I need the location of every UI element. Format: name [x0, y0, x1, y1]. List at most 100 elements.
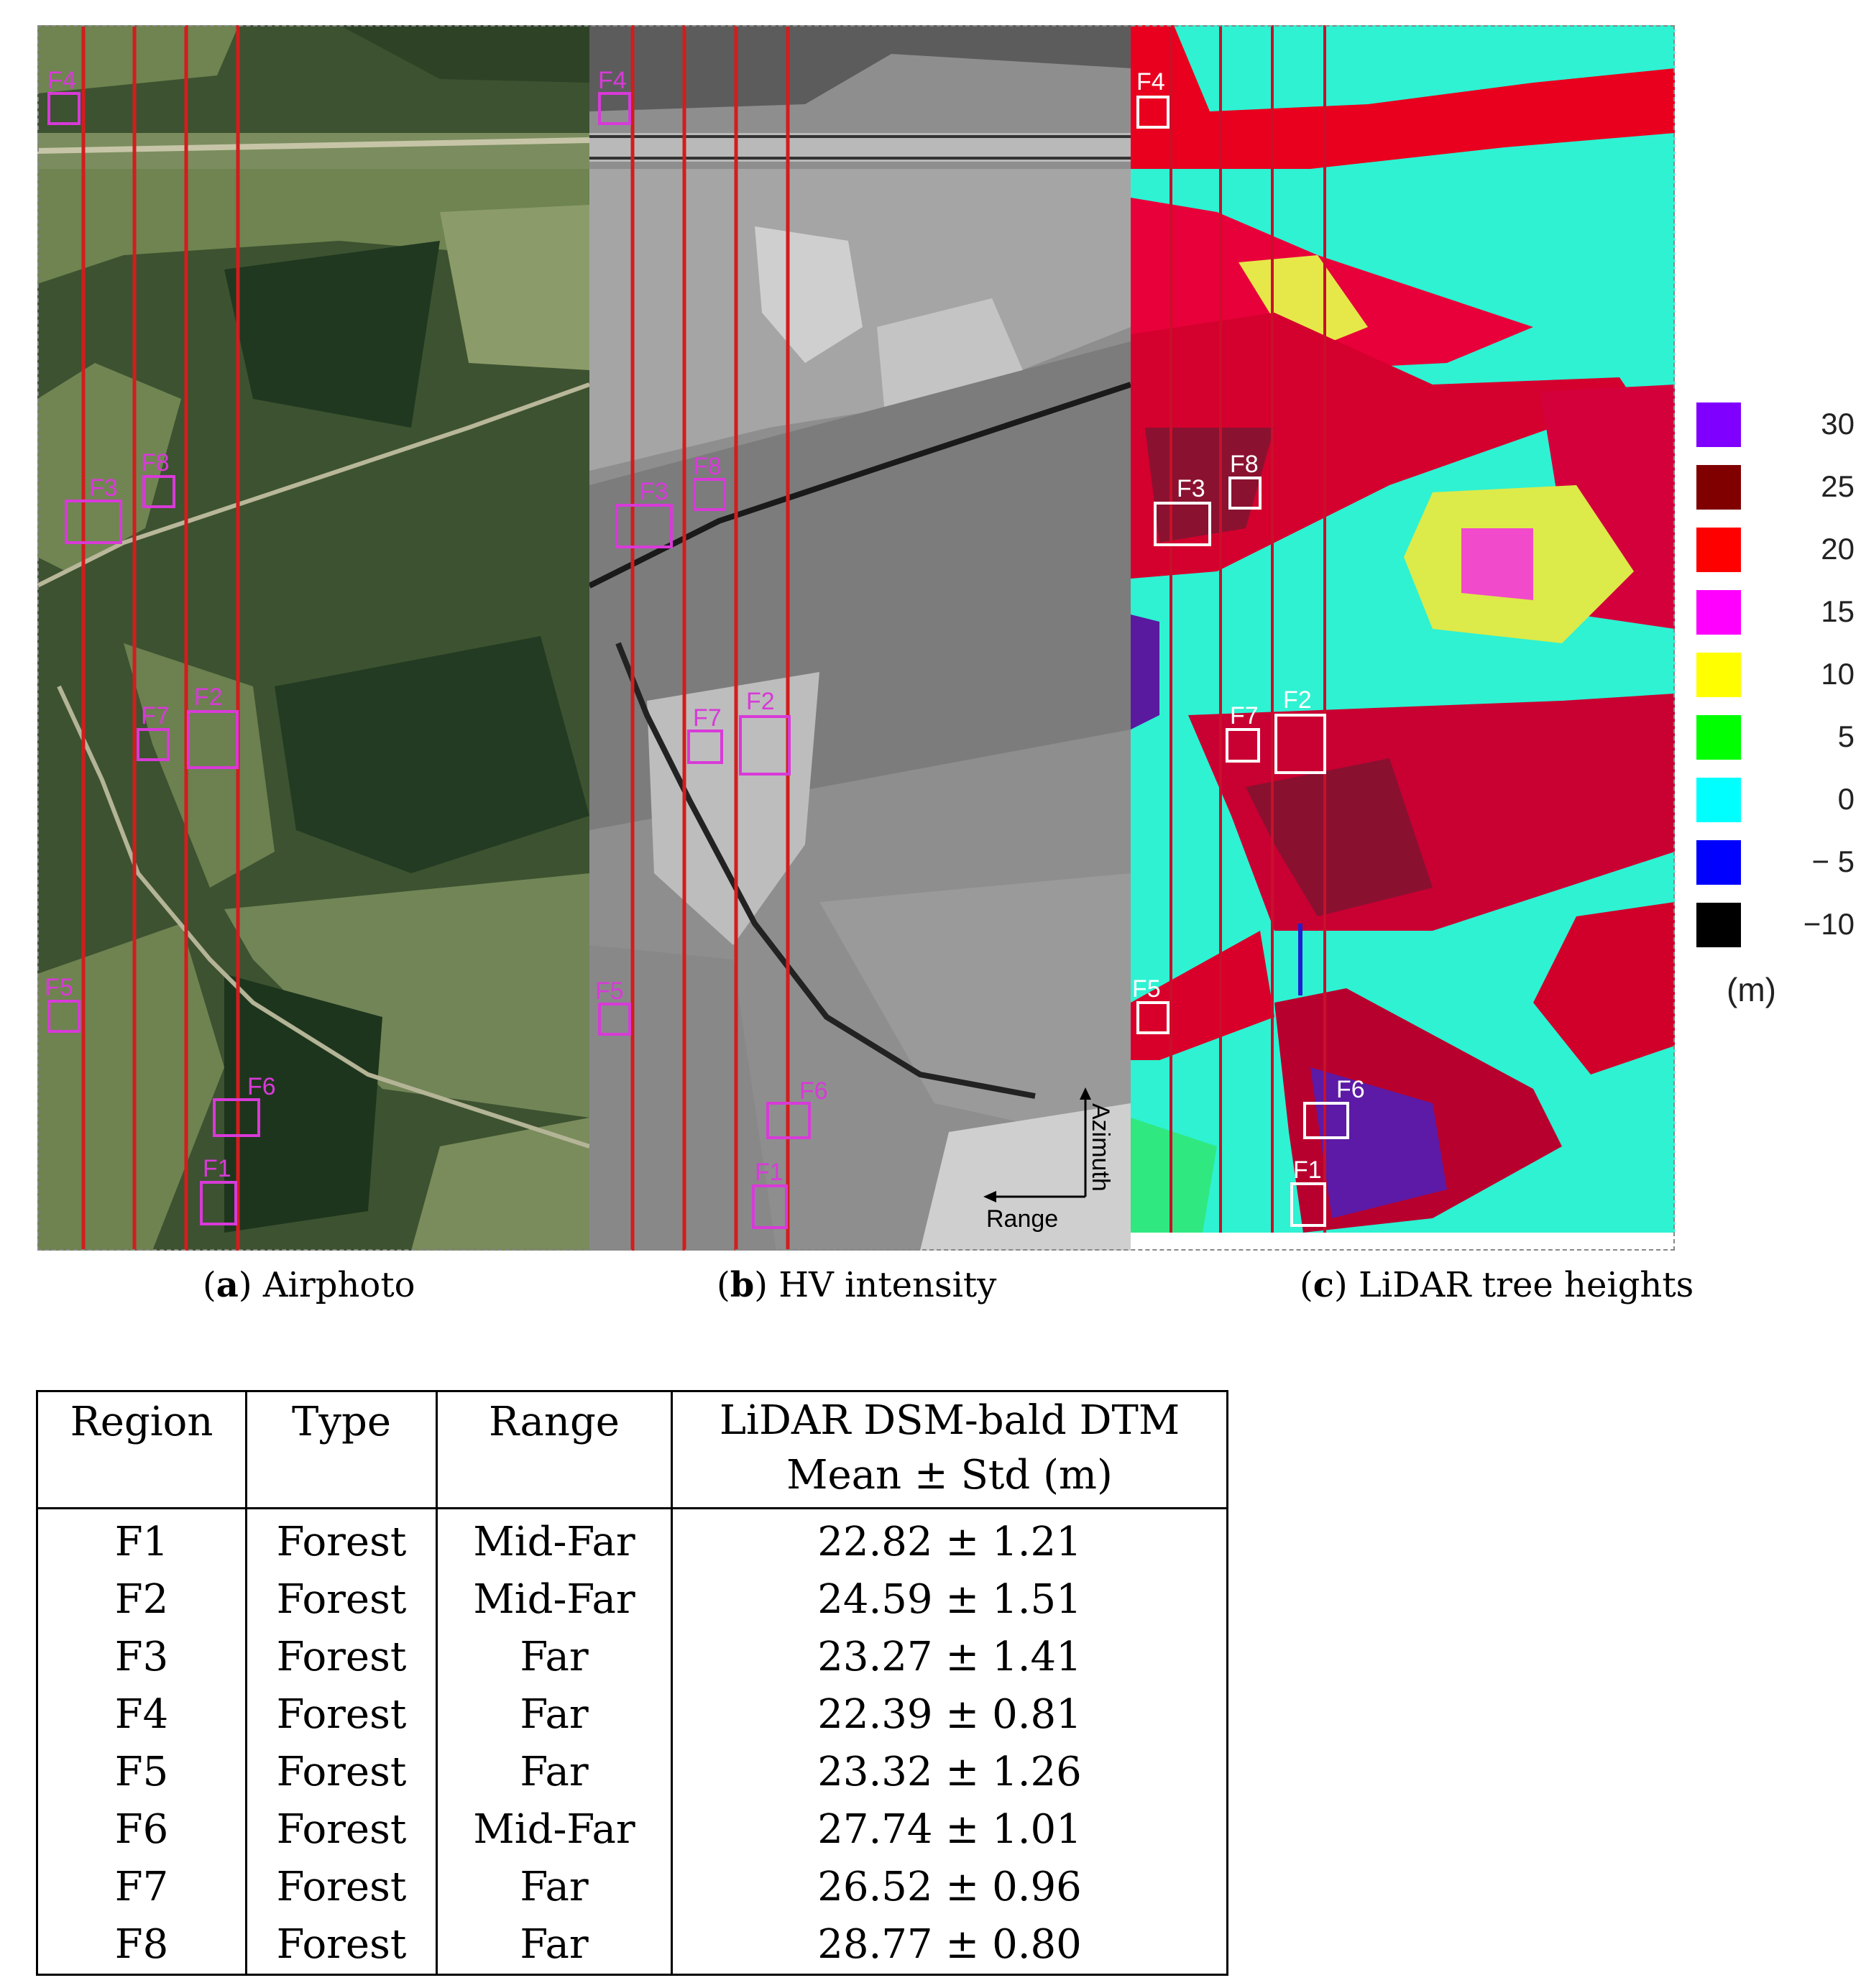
- table-row: F4 Forest Far 22.39 ± 0.81: [36, 1686, 1228, 1744]
- cell-range: Far: [436, 1629, 673, 1686]
- colorbar-swatch: [1696, 840, 1741, 885]
- roi-label: F1: [203, 1155, 231, 1182]
- colorbar-label: 10: [1821, 657, 1855, 691]
- roi-label: F1: [1293, 1156, 1322, 1184]
- caption-tag: a: [216, 1265, 239, 1305]
- table-row: F7 Forest Far 26.52 ± 0.96: [36, 1859, 1228, 1916]
- cell-value: 22.39 ± 0.81: [671, 1686, 1228, 1744]
- colorbar-entry: −10: [1689, 903, 1855, 950]
- caption-lidar-heights: (c) LiDAR tree heights: [1300, 1265, 1694, 1305]
- cell-type: Forest: [245, 1508, 438, 1571]
- cell-range: Mid-Far: [436, 1801, 673, 1859]
- colorbar-swatch: [1696, 903, 1741, 947]
- colorbar-label: 15: [1821, 594, 1855, 628]
- roi-label: F5: [1132, 975, 1161, 1003]
- range-label: Range: [986, 1205, 1058, 1233]
- azimuth-label: Azimuth: [1087, 1103, 1114, 1192]
- colorbar-swatch: [1696, 402, 1741, 447]
- cell-type: Forest: [245, 1916, 438, 1976]
- header-lidar-line2: Mean ± Std (m): [786, 1452, 1113, 1499]
- table-row: F5 Forest Far 23.32 ± 1.26: [36, 1744, 1228, 1801]
- orientation-indicator: Azimuth Range: [983, 1087, 1114, 1233]
- header-region: Region: [36, 1390, 247, 1509]
- cell-region: F5: [36, 1744, 247, 1801]
- cell-value: 23.32 ± 1.26: [671, 1744, 1228, 1801]
- table-body: F1 Forest Mid-Far 22.82 ± 1.21 F2 Forest Mid-F…: [36, 1508, 1228, 1976]
- colorbar-label: 5: [1837, 719, 1855, 753]
- roi-label: F5: [45, 974, 73, 1001]
- caption-hv-intensity: (b) HV intensity: [717, 1265, 997, 1305]
- colorbar-entry: 5: [1689, 715, 1855, 763]
- table-row: F2 Forest Mid-Far 24.59 ± 1.51: [36, 1571, 1228, 1629]
- table-row: F6 Forest Mid-Far 27.74 ± 1.01: [36, 1801, 1228, 1859]
- lidar-heights-panel: F4 F3 F8 F7 F2 F5 F6 F1: [1131, 25, 1675, 1251]
- cell-range: Far: [436, 1859, 673, 1916]
- roi-label: F7: [141, 702, 170, 730]
- colorbar-entry: 25: [1689, 465, 1855, 512]
- roi-label: F8: [141, 449, 170, 477]
- lidar-heights-image: F4 F3 F8 F7 F2 F5 F6 F1: [1131, 25, 1675, 1251]
- cell-type: Forest: [245, 1571, 438, 1629]
- cell-region: F2: [36, 1571, 247, 1629]
- cell-type: Forest: [245, 1801, 438, 1859]
- roi-label: F8: [693, 453, 722, 480]
- colorbar-entry: 0: [1689, 778, 1855, 825]
- colorbar-entry: 20: [1689, 528, 1855, 575]
- colorbar-swatch: [1696, 465, 1741, 510]
- roi-label: F4: [598, 67, 627, 94]
- colorbar-entry: − 5: [1689, 840, 1855, 888]
- table-row: F8 Forest Far 28.77 ± 0.80: [36, 1916, 1228, 1976]
- colorbar-label: − 5: [1811, 845, 1855, 878]
- cell-type: Forest: [245, 1686, 438, 1744]
- cell-value: 24.59 ± 1.51: [671, 1571, 1228, 1629]
- colorbar-swatch: [1696, 653, 1741, 697]
- region-table: Region Type Range LiDAR DSM-bald DTM Mea…: [36, 1390, 1228, 1976]
- roi-label: F3: [640, 478, 668, 505]
- colorbar-entry: 10: [1689, 653, 1855, 700]
- cell-range: Far: [436, 1686, 673, 1744]
- colorbar-label: 20: [1821, 532, 1855, 566]
- cell-value: 26.52 ± 0.96: [671, 1859, 1228, 1916]
- roi-label: F1: [755, 1159, 784, 1186]
- cell-region: F4: [36, 1686, 247, 1744]
- caption-text: LiDAR tree heights: [1358, 1265, 1694, 1305]
- roi-label: F6: [247, 1073, 276, 1100]
- colorbar-label: −10: [1803, 907, 1855, 941]
- airphoto-image: F4 F3 F8 F7 F2 F5 F6 F1: [37, 25, 589, 1251]
- colorbar-label: 25: [1821, 469, 1855, 503]
- cell-region: F1: [36, 1508, 247, 1571]
- roi-label: F7: [693, 704, 722, 732]
- colorbar-swatch: [1696, 590, 1741, 635]
- cell-range: Mid-Far: [436, 1571, 673, 1629]
- cell-range: Mid-Far: [436, 1508, 673, 1571]
- roi-label: F4: [47, 67, 76, 94]
- cell-value: 28.77 ± 0.80: [671, 1916, 1228, 1976]
- colorbar-label: 30: [1821, 407, 1855, 441]
- height-colorbar: 30 25 20 15 10 5 0 − 5 −10 (m): [1689, 402, 1855, 1035]
- hv-intensity-image: F4 F3 F8 F7 F2 F5 F6 F1 Azimuth Range: [589, 25, 1131, 1251]
- caption-tag: c: [1313, 1265, 1334, 1305]
- table-row: F1 Forest Mid-Far 22.82 ± 1.21: [36, 1508, 1228, 1571]
- colorbar-swatch: [1696, 778, 1741, 822]
- cell-region: F7: [36, 1859, 247, 1916]
- caption-tag: b: [730, 1265, 755, 1305]
- header-range: Range: [436, 1390, 673, 1509]
- roi-label: F8: [1230, 451, 1259, 478]
- airphoto-panel: F4 F3 F8 F7 F2 F5 F6 F1: [37, 25, 589, 1251]
- cell-range: Far: [436, 1744, 673, 1801]
- colorbar-unit: (m): [1727, 971, 1776, 1008]
- header-lidar-line1: LiDAR DSM-bald DTM: [719, 1397, 1180, 1444]
- roi-label: F2: [1283, 686, 1312, 714]
- cell-region: F6: [36, 1801, 247, 1859]
- cell-type: Forest: [245, 1859, 438, 1916]
- table-header-row: Region Type Range LiDAR DSM-bald DTM Mea…: [36, 1390, 1228, 1509]
- roi-label: F5: [595, 977, 624, 1005]
- colorbar-entry: 15: [1689, 590, 1855, 638]
- roi-label: F6: [799, 1077, 828, 1105]
- caption-text: Airphoto: [262, 1265, 415, 1305]
- range-arrowhead: [983, 1191, 996, 1202]
- cell-value: 27.74 ± 1.01: [671, 1801, 1228, 1859]
- hv-intensity-panel: F4 F3 F8 F7 F2 F5 F6 F1 Azimuth Range: [589, 25, 1131, 1251]
- cell-region: F8: [36, 1916, 247, 1976]
- roi-label: F2: [746, 688, 775, 715]
